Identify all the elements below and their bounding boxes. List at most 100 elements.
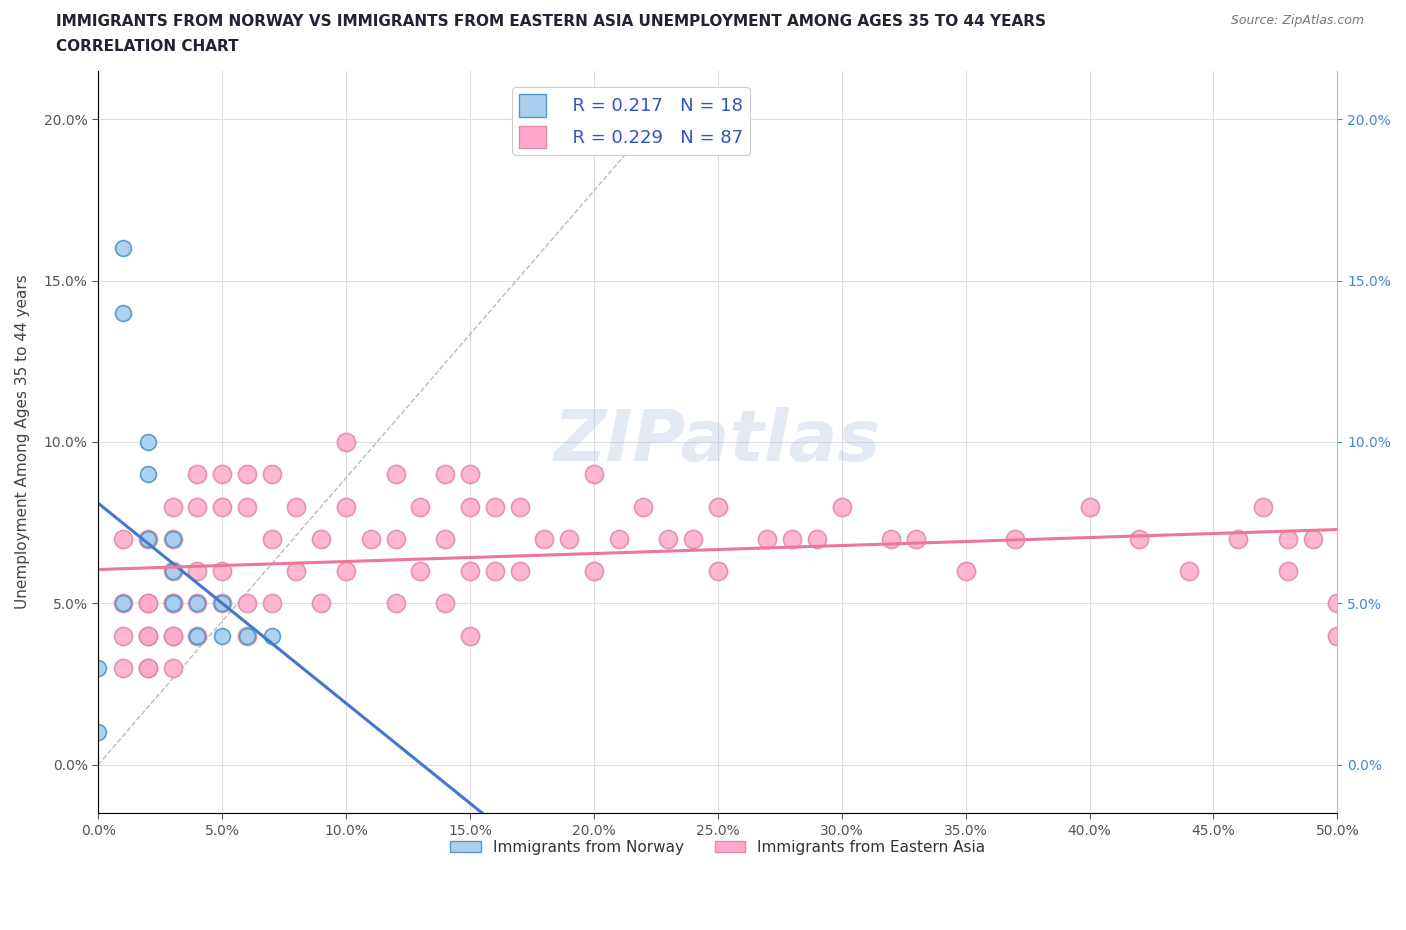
Point [1326,628,1348,643]
Text: ZIPatlas: ZIPatlas [554,407,882,476]
Point [162,531,184,546]
Point [162,596,184,611]
Point [607,531,630,546]
Point [186,467,208,482]
Point [582,564,605,578]
Point [162,628,184,643]
Point [87,660,110,675]
Point [136,628,159,643]
Point [136,531,159,546]
Point [162,660,184,675]
Point [508,499,530,514]
Text: Source: ZipAtlas.com: Source: ZipAtlas.com [1230,14,1364,27]
Point [458,564,481,578]
Point [111,596,134,611]
Point [1277,564,1299,578]
Legend: Immigrants from Norway, Immigrants from Eastern Asia: Immigrants from Norway, Immigrants from … [444,834,991,861]
Point [434,596,457,611]
Point [1128,531,1150,546]
Point [87,725,110,740]
Point [162,596,184,611]
Point [111,596,134,611]
Point [360,531,382,546]
Point [1326,596,1348,611]
Point [1177,564,1199,578]
Point [880,531,903,546]
Point [111,628,134,643]
Point [831,499,853,514]
Point [756,531,779,546]
Point [186,628,208,643]
Point [1277,531,1299,546]
Point [309,531,332,546]
Point [335,499,357,514]
Point [533,531,555,546]
Point [236,596,259,611]
Point [285,499,308,514]
Point [186,596,208,611]
Point [707,564,730,578]
Point [111,660,134,675]
Point [162,499,184,514]
Point [458,499,481,514]
Point [260,596,283,611]
Point [186,628,208,643]
Point [384,531,406,546]
Point [236,628,259,643]
Point [409,499,432,514]
Point [384,467,406,482]
Point [484,499,506,514]
Point [162,564,184,578]
Point [905,531,928,546]
Point [111,241,134,256]
Point [186,596,208,611]
Point [434,531,457,546]
Point [136,434,159,449]
Point [186,628,208,643]
Point [111,531,134,546]
Point [657,531,679,546]
Point [260,628,283,643]
Point [335,564,357,578]
Point [1078,499,1101,514]
Point [682,531,704,546]
Point [162,564,184,578]
Point [186,499,208,514]
Point [335,434,357,449]
Point [162,531,184,546]
Text: CORRELATION CHART: CORRELATION CHART [56,39,239,54]
Point [1227,531,1250,546]
Point [384,596,406,611]
Point [409,564,432,578]
Point [780,531,803,546]
Point [508,564,530,578]
Text: IMMIGRANTS FROM NORWAY VS IMMIGRANTS FROM EASTERN ASIA UNEMPLOYMENT AMONG AGES 3: IMMIGRANTS FROM NORWAY VS IMMIGRANTS FRO… [56,14,1046,29]
Point [707,499,730,514]
Point [582,467,605,482]
Point [484,564,506,578]
Point [236,467,259,482]
Point [458,628,481,643]
Point [955,564,977,578]
Point [1004,531,1026,546]
Point [558,531,581,546]
Point [260,531,283,546]
Point [285,564,308,578]
Point [211,596,233,611]
Point [211,564,233,578]
Point [236,628,259,643]
Y-axis label: Unemployment Among Ages 35 to 44 years: Unemployment Among Ages 35 to 44 years [15,274,30,609]
Point [633,499,655,514]
Point [1251,499,1274,514]
Point [434,467,457,482]
Point [1302,531,1324,546]
Point [211,499,233,514]
Point [136,628,159,643]
Point [806,531,828,546]
Point [309,596,332,611]
Point [186,564,208,578]
Point [458,467,481,482]
Point [136,660,159,675]
Point [211,467,233,482]
Point [136,660,159,675]
